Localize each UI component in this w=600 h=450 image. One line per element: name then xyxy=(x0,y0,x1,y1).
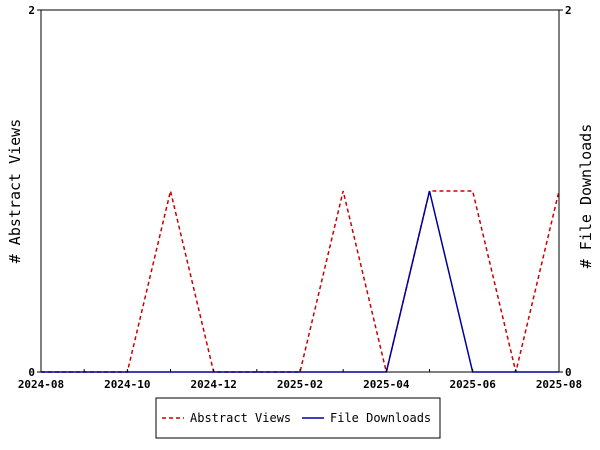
y-right-tick-label: 0 xyxy=(565,366,572,379)
x-tick-label: 2025-04 xyxy=(363,378,410,391)
x-tick-label: 2025-06 xyxy=(449,378,496,391)
x-tick-label: 2025-02 xyxy=(277,378,323,391)
plot-area xyxy=(40,9,560,373)
y-left-tick-label: 0 xyxy=(28,366,35,379)
legend-label-abstract-views: Abstract Views xyxy=(190,411,291,425)
right-axis-title: # File Downloads xyxy=(577,124,595,269)
x-tick-label: 2024-10 xyxy=(104,378,150,391)
x-tick-label: 2025-08 xyxy=(536,378,582,391)
left-axis-title: # Abstract Views xyxy=(6,119,24,264)
x-tick-label: 2024-08 xyxy=(18,378,64,391)
x-tick-label: 2024-12 xyxy=(190,378,236,391)
y-left-tick-label: 2 xyxy=(28,4,35,17)
legend-label-file-downloads: File Downloads xyxy=(330,411,431,425)
legend: Abstract Views File Downloads xyxy=(155,397,441,439)
y-right-tick-label: 2 xyxy=(565,4,572,17)
legend-box xyxy=(155,397,441,439)
